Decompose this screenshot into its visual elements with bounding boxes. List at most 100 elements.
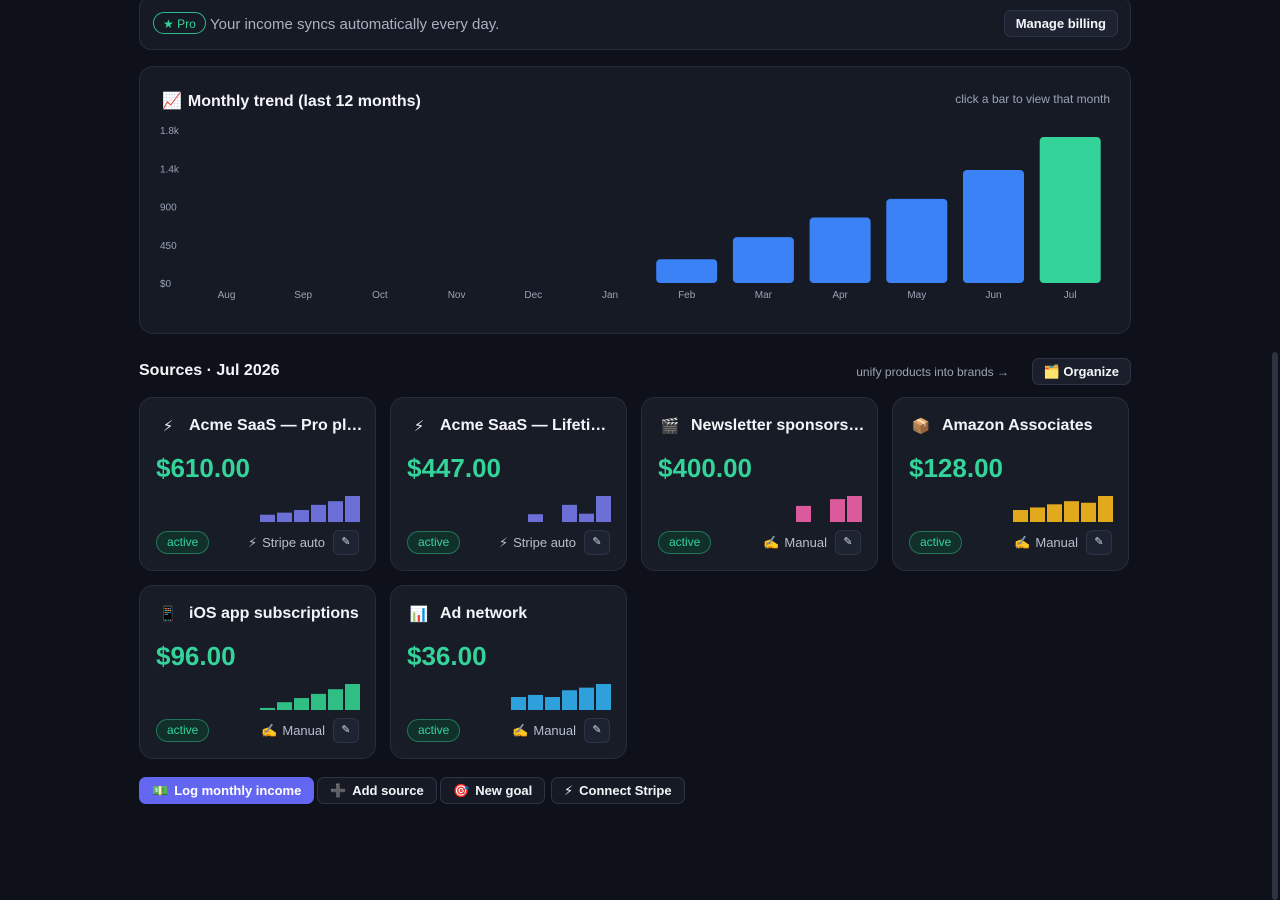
source-sparkline <box>528 496 611 522</box>
x-tick-label: Sep <box>294 290 312 301</box>
manage-billing-button[interactable]: Manage billing <box>1003 10 1118 37</box>
chart-title-text: Monthly trend (last 12 months) <box>187 93 421 110</box>
source-type-icon: ⚡ <box>413 418 425 435</box>
chart-bar-jun[interactable] <box>963 169 1024 283</box>
source-amount: $400.00 <box>658 453 752 483</box>
edit-pencil-icon[interactable]: ✎ <box>584 530 610 555</box>
status-badge: active <box>156 719 210 742</box>
chart-hint: click a bar to view that month <box>955 92 1110 106</box>
monthly-bar-chart: $0 450 900 1.4k 1.8k Aug Sep Oct Nov Dec Jan Feb Mar… <box>160 126 1101 301</box>
sparkline-bar <box>1013 510 1028 522</box>
source-method: ✍️ Manual <box>261 723 325 739</box>
connect-stripe-label: Connect Stripe <box>579 783 672 798</box>
source-card[interactable]: 📦 Amazon Associates $128.00 active ✍️ Manual ✎ <box>892 397 1129 571</box>
status-badge: active <box>156 531 210 554</box>
edit-pencil-icon[interactable]: ✎ <box>835 530 861 555</box>
sparkline-bar <box>596 684 611 710</box>
sparkline-bar <box>1064 501 1079 522</box>
sparkline-bar <box>311 693 326 710</box>
source-method-label: Stripe auto <box>513 535 576 550</box>
sparkline-bar <box>545 697 560 710</box>
money-icon: 💵 <box>152 783 169 798</box>
x-tick-label: Jun <box>985 290 1001 301</box>
source-sparkline <box>260 496 360 522</box>
chart-bar-jul[interactable] <box>1039 137 1101 283</box>
source-card[interactable]: 🎬 Newsletter sponsorships $400.00 active ✍️ M… <box>641 397 878 571</box>
sparkline-bar <box>277 702 292 710</box>
source-title: Newsletter sponsorships <box>691 417 867 434</box>
x-tick-label: Jul <box>1064 290 1077 301</box>
edit-pencil-icon[interactable]: ✎ <box>584 718 610 743</box>
chart-bar-apr[interactable] <box>809 217 871 283</box>
sparkline-bar <box>277 512 292 522</box>
source-method-label: Manual <box>784 535 827 550</box>
sparkline-bar <box>1098 496 1113 522</box>
plus-icon: ➕ <box>330 783 347 798</box>
source-card[interactable]: ⚡ Acme SaaS — Pro plan $610.00 active ⚡ Strip… <box>139 397 376 571</box>
source-method-label: Manual <box>533 723 576 738</box>
source-method-icon: ✍️ <box>261 723 278 738</box>
connect-stripe-button[interactable]: ⚡ Connect Stripe <box>551 777 685 804</box>
chart-bar-feb[interactable] <box>656 259 718 283</box>
source-card[interactable]: ⚡ Acme SaaS — Lifetime deal $447.00 active ⚡… <box>390 397 627 571</box>
sparkline-bar <box>294 510 309 522</box>
sources-heading: Sources · Jul 2026 <box>139 362 280 379</box>
scrollbar-thumb[interactable] <box>1272 352 1278 900</box>
sparkline-bar <box>311 504 326 522</box>
source-method-label: Stripe auto <box>262 535 325 550</box>
source-type-icon: 🎬 <box>660 418 680 435</box>
y-tick-label: 450 <box>160 241 177 252</box>
source-sparkline <box>1013 496 1113 522</box>
edit-pencil-icon[interactable]: ✎ <box>333 718 359 743</box>
x-tick-label: Nov <box>448 290 466 301</box>
source-sparkline <box>796 496 862 522</box>
source-method-icon: ✍️ <box>763 535 780 550</box>
source-card[interactable]: 📊 Ad network $36.00 active ✍️ Manual ✎ <box>390 585 627 759</box>
sparkline-bar <box>260 514 275 522</box>
sparkline-bar <box>1081 502 1096 522</box>
source-method: ✍️ Manual <box>763 535 827 551</box>
source-method: ⚡ Stripe auto <box>248 535 325 551</box>
status-badge: active <box>407 719 461 742</box>
pro-banner: ★ Pro Your income syncs automatically ev… <box>139 0 1131 50</box>
add-source-label: Add source <box>352 783 424 798</box>
source-sparkline <box>260 684 360 710</box>
edit-pencil-icon[interactable]: ✎ <box>333 530 359 555</box>
status-badge: active <box>658 531 712 554</box>
pro-badge: ★ Pro <box>153 12 206 34</box>
chart-bar-may[interactable] <box>886 198 948 283</box>
source-title: Acme SaaS — Lifetime deal <box>440 417 616 434</box>
source-sparkline <box>511 684 611 710</box>
sparkline-bar <box>579 513 594 522</box>
organize-button[interactable]: 🗂️ Organize <box>1031 358 1131 385</box>
folder-icon: 🗂️ <box>1043 364 1060 379</box>
new-goal-button[interactable]: 🎯 New goal <box>440 777 546 804</box>
x-tick-label: Dec <box>524 290 542 301</box>
source-method-icon: ✍️ <box>512 723 529 738</box>
x-tick-label: Jan <box>602 290 618 301</box>
y-tick-label: 1.4k <box>160 164 180 175</box>
page-scrollbar[interactable] <box>1270 0 1280 900</box>
source-method-label: Manual <box>282 723 325 738</box>
chart-bar-mar[interactable] <box>732 237 794 283</box>
source-method-icon: ⚡ <box>247 535 258 550</box>
source-method-icon: ⚡ <box>498 535 509 550</box>
sparkline-bar <box>328 689 343 710</box>
lightning-icon: ⚡ <box>564 783 574 798</box>
source-method: ✍️ Manual <box>1014 535 1078 551</box>
sparkline-bar <box>328 501 343 522</box>
source-amount: $96.00 <box>156 641 236 671</box>
x-tick-label: Feb <box>678 290 696 301</box>
source-type-icon: 📦 <box>911 418 931 435</box>
add-source-button[interactable]: ➕ Add source <box>317 777 437 804</box>
log-monthly-income-button[interactable]: 💵 Log monthly income <box>139 777 315 804</box>
source-card[interactable]: 📱 iOS app subscriptions $96.00 active ✍️ Manu… <box>139 585 376 759</box>
edit-pencil-icon[interactable]: ✎ <box>1086 530 1112 555</box>
source-title: Ad network <box>440 605 528 622</box>
chart-title: 📈 Monthly trend (last 12 months) <box>162 91 421 111</box>
x-tick-label: Oct <box>372 290 388 301</box>
source-amount: $447.00 <box>407 453 501 483</box>
y-tick-label: $0 <box>160 279 172 290</box>
status-badge: active <box>909 531 963 554</box>
y-tick-label: 900 <box>160 203 177 214</box>
